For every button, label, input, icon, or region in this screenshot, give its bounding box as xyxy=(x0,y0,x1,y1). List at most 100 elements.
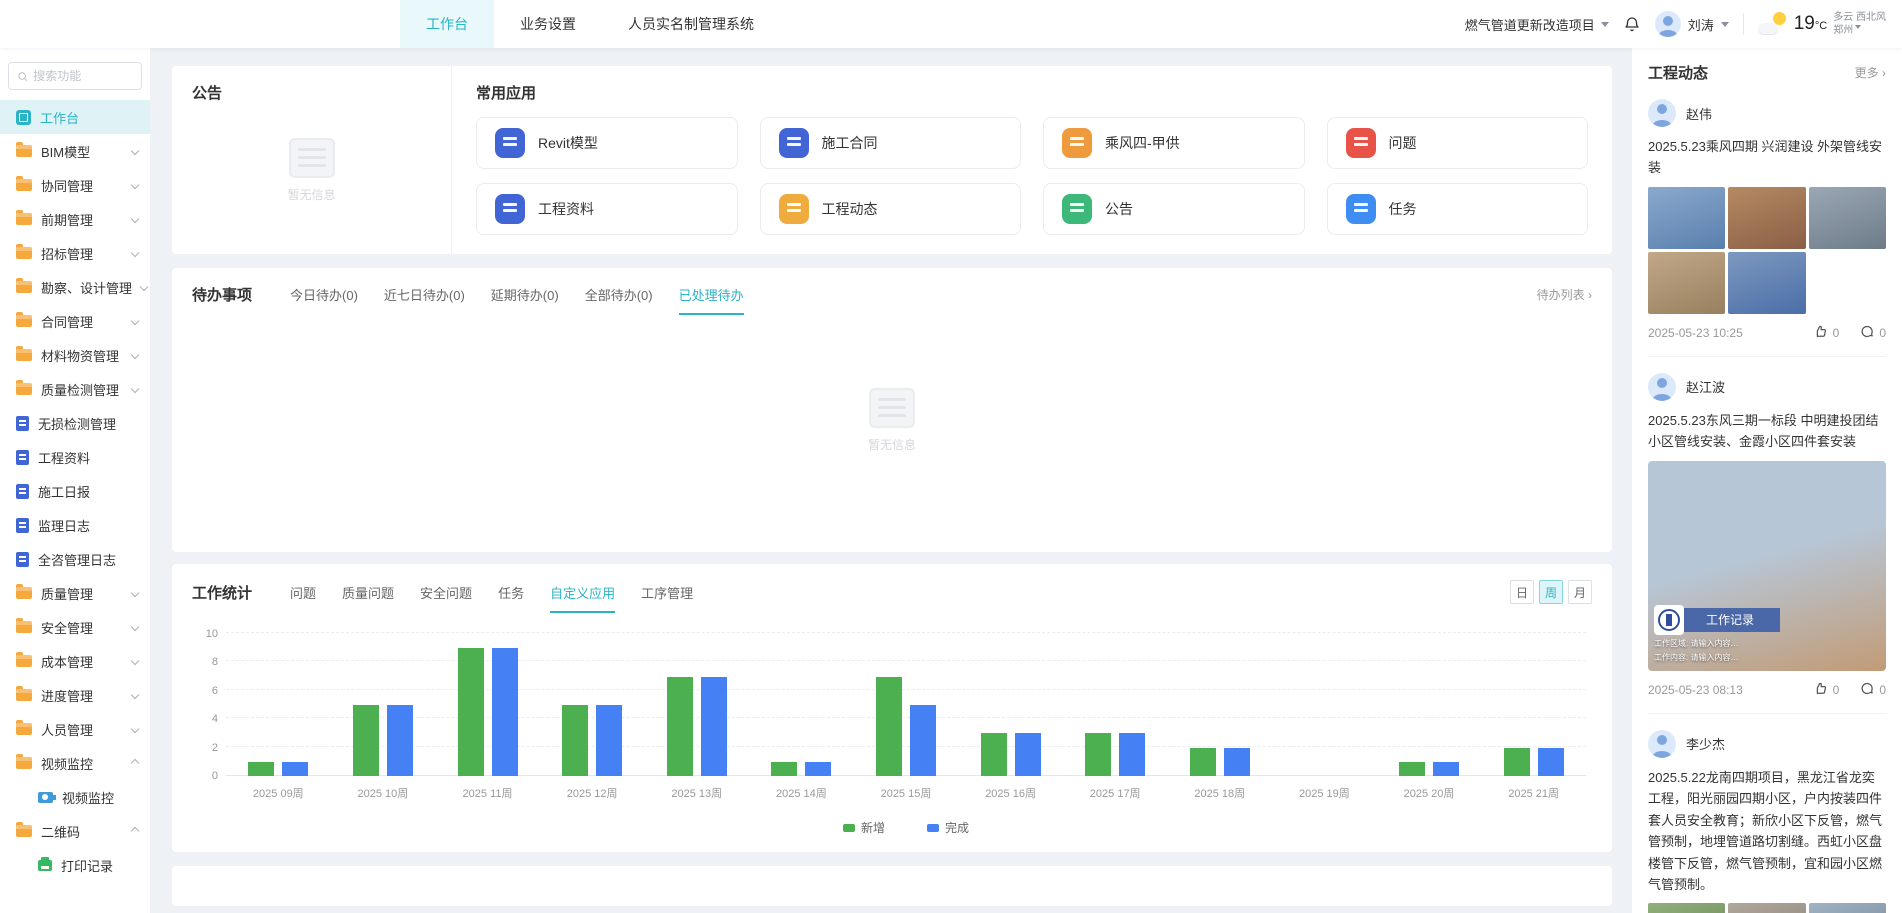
sidebar-item-consulting-log[interactable]: 全咨管理日志 xyxy=(0,542,150,576)
app-card-construction-contract[interactable]: 施工合同 xyxy=(759,117,1021,169)
stats-tab-5[interactable]: 工序管理 xyxy=(641,585,694,601)
legend-item-新增[interactable]: 新增 xyxy=(842,819,885,836)
notification-bell-icon[interactable] xyxy=(1623,15,1641,33)
user-avatar-icon xyxy=(1654,11,1681,37)
post-photo[interactable] xyxy=(1728,251,1806,314)
chart-group: 2025 14周 xyxy=(749,634,854,801)
sidebar-item-bim-model[interactable]: BIM模型 xyxy=(0,134,150,168)
bar-完成 xyxy=(282,761,309,776)
weather-unit: °C xyxy=(1814,20,1828,32)
weather-widget: 19°C 多云 西北风 郑州 xyxy=(1757,11,1886,37)
sidebar-item-cost[interactable]: 成本管理 xyxy=(0,644,150,678)
nav-tab-workbench[interactable]: 工作台 xyxy=(400,0,494,48)
empty-text: 暂无信息 xyxy=(867,438,916,452)
stats-tab-4[interactable]: 自定义应用 xyxy=(550,583,616,613)
nav-tab-realname-system[interactable]: 人员实名制管理系统 xyxy=(628,16,754,32)
sidebar-item-print-record[interactable]: 打印记录 xyxy=(0,848,150,882)
app-card-revit-model[interactable]: Revit模型 xyxy=(476,117,738,169)
legend-item-完成[interactable]: 完成 xyxy=(927,819,969,836)
sidebar-item-quality[interactable]: 质量管理 xyxy=(0,576,150,610)
chart-group: 2025 15周 xyxy=(854,634,959,801)
stats-tab-0[interactable]: 问题 xyxy=(290,585,317,601)
app-card-chengfeng4-supply[interactable]: 乘风四-甲供 xyxy=(1043,117,1305,169)
todo-tab-1[interactable]: 近七日待办(0) xyxy=(383,288,465,303)
app-card-issue[interactable]: 问题 xyxy=(1326,117,1588,169)
period-button-周[interactable]: 周 xyxy=(1539,580,1563,604)
post-photo[interactable] xyxy=(1648,251,1726,314)
app-card-label: 任务 xyxy=(1388,201,1417,217)
todo-tab-2[interactable]: 延期待办(0) xyxy=(490,288,559,303)
like-button[interactable]: 0 xyxy=(1813,324,1839,342)
sidebar-item-ndt[interactable]: 无损检测管理 xyxy=(0,406,150,440)
feed-header: 工程动态 更多 xyxy=(1648,62,1886,83)
sidebar-item-material[interactable]: 材料物资管理 xyxy=(0,338,150,372)
y-tick-label: 0 xyxy=(211,770,218,782)
feed-post: 赵江波 2025.5.23东风三期一标段 中明建投团结小区管线安装、金霞小区四件套… xyxy=(1648,357,1886,714)
sidebar-item-preliminary[interactable]: 前期管理 xyxy=(0,202,150,236)
comment-count: 0 xyxy=(1879,682,1886,697)
weather-city: 郑州 xyxy=(1833,25,1854,36)
sidebar-item-label: 前期管理 xyxy=(41,212,94,228)
app-card-announcement[interactable]: 公告 xyxy=(1043,183,1305,235)
post-photo[interactable] xyxy=(1648,903,1726,913)
todo-tab-4[interactable]: 已处理待办 xyxy=(678,285,744,315)
stats-tab-1[interactable]: 质量问题 xyxy=(342,585,395,601)
post-photo[interactable] xyxy=(1728,186,1806,249)
doc-icon xyxy=(16,551,29,567)
sidebar-item-bidding[interactable]: 招标管理 xyxy=(0,236,150,270)
chart-group: 2025 20周 xyxy=(1377,634,1482,801)
post-photo[interactable] xyxy=(1728,903,1806,913)
search-input[interactable] xyxy=(33,69,133,83)
sidebar-item-quality-inspection[interactable]: 质量检测管理 xyxy=(0,372,150,406)
bar-完成 xyxy=(700,676,727,776)
user-menu[interactable]: 刘涛 xyxy=(1654,11,1729,37)
post-photo[interactable] xyxy=(1808,903,1886,913)
sidebar-item-safety[interactable]: 安全管理 xyxy=(0,610,150,644)
sidebar-item-supervision-log[interactable]: 监理日志 xyxy=(0,508,150,542)
app-card-task[interactable]: 任务 xyxy=(1326,183,1588,235)
post-photo[interactable] xyxy=(1648,186,1726,249)
post-author: 赵伟 xyxy=(1686,106,1713,122)
project-selector[interactable]: 燃气管道更新改造项目 xyxy=(1465,15,1609,34)
sidebar-item-collaboration[interactable]: 协同管理 xyxy=(0,168,150,202)
todo-tab-3[interactable]: 全部待办(0) xyxy=(584,288,653,303)
sidebar-item-qrcode[interactable]: 二维码 xyxy=(0,814,150,848)
like-button[interactable]: 0 xyxy=(1813,681,1839,699)
x-tick-label: 2025 12周 xyxy=(566,788,618,800)
sidebar-item-video-monitor[interactable]: 视频监控 xyxy=(0,746,150,780)
stats-tab-2[interactable]: 安全问题 xyxy=(420,585,473,601)
comment-button[interactable]: 0 xyxy=(1859,324,1886,342)
announcement-empty-state: 暂无信息 xyxy=(192,103,431,238)
post-photo[interactable] xyxy=(1808,186,1886,249)
issue-icon xyxy=(1345,128,1376,158)
app-card-project-docs[interactable]: 工程资料 xyxy=(476,183,738,235)
feed-posts: 赵伟 2025.5.23乘风四期 兴润建设 外架管线安装 2025-05-23 10… xyxy=(1648,83,1886,913)
app-card-project-activity[interactable]: 工程动态 xyxy=(759,183,1021,235)
sidebar-item-project-docs[interactable]: 工程资料 xyxy=(0,440,150,474)
period-button-日[interactable]: 日 xyxy=(1510,580,1534,604)
top-navbar: 工作台 业务设置 人员实名制管理系统 燃气管道更新改造项目 刘涛 19°C 多云 西… xyxy=(0,0,1902,48)
legend-swatch xyxy=(842,823,855,832)
sidebar-item-construction-daily[interactable]: 施工日报 xyxy=(0,474,150,508)
sidebar: 工作台 BIM模型协同管理前期管理招标管理勘察、设计管理合同管理材料物资管理质量检… xyxy=(0,48,150,913)
folder-icon xyxy=(16,618,32,633)
nav-tab-business-settings[interactable]: 业务设置 xyxy=(520,16,576,32)
post-photo[interactable]: 工作记录 工作区域: 请输入内容… 工作内容: 请输入内容… xyxy=(1648,460,1886,671)
legend-label: 新增 xyxy=(860,821,885,835)
weather-city-selector[interactable]: 郑州 xyxy=(1833,24,1886,37)
stats-tab-3[interactable]: 任务 xyxy=(498,585,525,601)
post-text: 2025.5.23东风三期一标段 中明建投团结小区管线安装、金霞小区四件套安装 xyxy=(1648,412,1879,450)
feed-more-link[interactable]: 更多 xyxy=(1855,64,1886,81)
todo-tab-0[interactable]: 今日待办(0) xyxy=(290,288,358,303)
sidebar-item-contract[interactable]: 合同管理 xyxy=(0,304,150,338)
todo-list-link[interactable]: 待办列表 xyxy=(1537,286,1592,303)
comment-button[interactable]: 0 xyxy=(1859,681,1886,699)
chevron-down-icon xyxy=(130,248,140,258)
sidebar-item-workbench[interactable]: 工作台 xyxy=(0,100,150,134)
sidebar-item-schedule[interactable]: 进度管理 xyxy=(0,678,150,712)
post-author-row: 李少杰 xyxy=(1648,729,1886,758)
sidebar-item-personnel[interactable]: 人员管理 xyxy=(0,712,150,746)
sidebar-item-survey-design[interactable]: 勘察、设计管理 xyxy=(0,270,150,304)
sidebar-item-video-monitor-sub[interactable]: 视频监控 xyxy=(0,780,150,814)
period-button-月[interactable]: 月 xyxy=(1568,580,1592,604)
